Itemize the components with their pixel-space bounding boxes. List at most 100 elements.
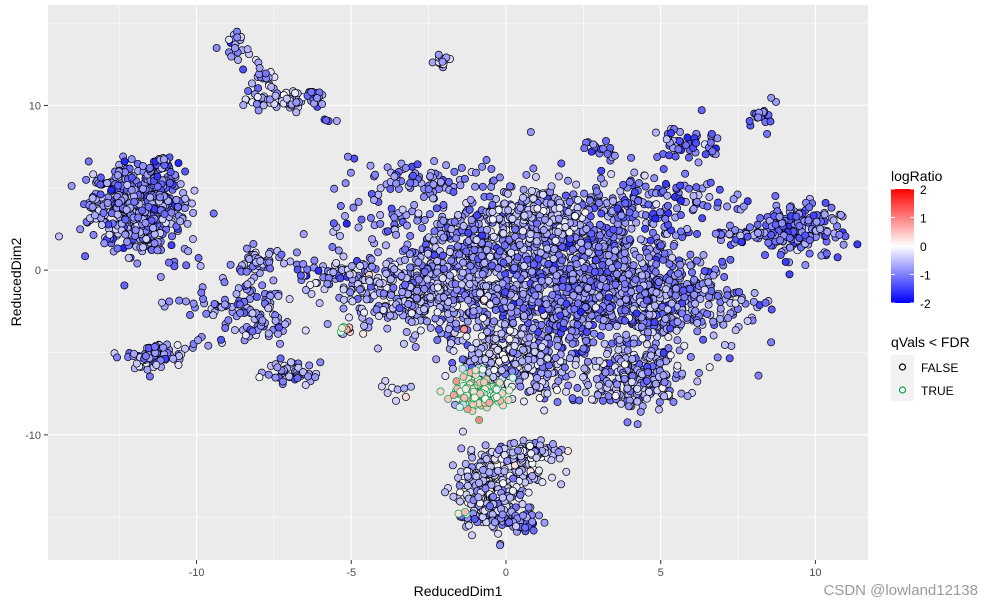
data-point xyxy=(479,314,486,321)
data-point xyxy=(486,399,493,406)
data-point xyxy=(528,268,535,275)
data-point xyxy=(782,258,789,265)
data-point xyxy=(203,310,210,317)
data-point xyxy=(429,195,436,202)
data-point xyxy=(157,273,164,280)
data-point xyxy=(519,358,526,365)
data-point xyxy=(234,34,241,41)
data-point xyxy=(596,358,603,365)
data-point xyxy=(278,251,285,258)
data-point xyxy=(496,248,503,255)
data-point xyxy=(585,322,592,329)
data-point xyxy=(643,395,650,402)
data-point xyxy=(597,332,604,339)
data-point xyxy=(512,226,519,233)
data-point xyxy=(227,261,234,268)
data-point xyxy=(638,272,645,279)
data-point xyxy=(572,361,579,368)
data-point xyxy=(631,169,638,176)
data-point xyxy=(558,257,565,264)
data-point xyxy=(552,237,559,244)
data-point xyxy=(205,342,212,349)
data-point xyxy=(431,158,438,165)
data-point xyxy=(458,164,465,171)
data-point xyxy=(82,253,89,260)
data-point xyxy=(530,165,537,172)
data-point xyxy=(580,374,587,381)
data-point xyxy=(620,181,627,188)
data-point xyxy=(712,230,719,237)
data-point xyxy=(726,355,733,362)
data-point xyxy=(501,355,508,362)
data-point xyxy=(569,395,576,402)
data-point xyxy=(459,356,466,363)
data-point xyxy=(704,310,711,317)
data-point xyxy=(817,225,824,232)
data-point xyxy=(512,361,519,368)
data-point xyxy=(472,367,479,374)
data-point xyxy=(505,207,512,214)
data-point xyxy=(476,416,483,423)
data-point xyxy=(537,358,544,365)
data-point xyxy=(710,272,717,279)
data-point xyxy=(687,251,694,258)
data-point xyxy=(605,393,612,400)
data-point xyxy=(746,117,753,124)
data-point xyxy=(694,328,701,335)
data-point xyxy=(500,259,507,266)
data-point xyxy=(544,370,551,377)
data-point xyxy=(440,294,447,301)
data-point xyxy=(492,306,499,313)
data-point xyxy=(772,193,779,200)
data-point xyxy=(413,287,420,294)
data-point xyxy=(736,289,743,296)
data-point xyxy=(468,345,475,352)
data-point xyxy=(431,228,438,235)
data-point xyxy=(651,302,658,309)
data-point xyxy=(407,179,414,186)
data-point xyxy=(302,381,309,388)
data-point xyxy=(802,262,809,269)
data-point xyxy=(400,340,407,347)
data-point xyxy=(544,355,551,362)
data-point xyxy=(451,218,458,225)
data-point xyxy=(143,235,150,242)
data-point xyxy=(483,156,490,163)
data-point xyxy=(593,376,600,383)
data-point xyxy=(414,217,421,224)
data-point xyxy=(534,205,541,212)
data-point xyxy=(448,226,455,233)
data-point xyxy=(304,373,311,380)
data-point xyxy=(643,377,650,384)
data-point xyxy=(430,237,437,244)
data-point xyxy=(168,242,175,249)
data-point xyxy=(643,297,650,304)
data-point xyxy=(639,335,646,342)
data-point xyxy=(624,347,631,354)
data-point xyxy=(283,95,290,102)
data-point xyxy=(768,94,775,101)
data-point xyxy=(612,392,619,399)
data-point xyxy=(222,324,229,331)
data-point xyxy=(755,114,762,121)
data-point xyxy=(527,231,534,238)
data-point xyxy=(167,168,174,175)
data-point xyxy=(158,299,165,306)
data-point xyxy=(761,252,768,259)
data-point xyxy=(653,201,660,208)
data-point xyxy=(248,80,255,87)
data-point xyxy=(504,190,511,197)
data-point xyxy=(560,277,567,284)
data-point xyxy=(537,352,544,359)
data-point xyxy=(666,260,673,267)
data-point xyxy=(569,340,576,347)
data-point xyxy=(721,341,728,348)
data-point xyxy=(688,269,695,276)
data-point xyxy=(501,200,508,207)
data-point xyxy=(480,379,487,386)
data-point xyxy=(767,118,774,125)
data-point xyxy=(401,385,408,392)
data-point xyxy=(569,276,576,283)
data-point xyxy=(350,204,357,211)
data-point xyxy=(714,354,721,361)
